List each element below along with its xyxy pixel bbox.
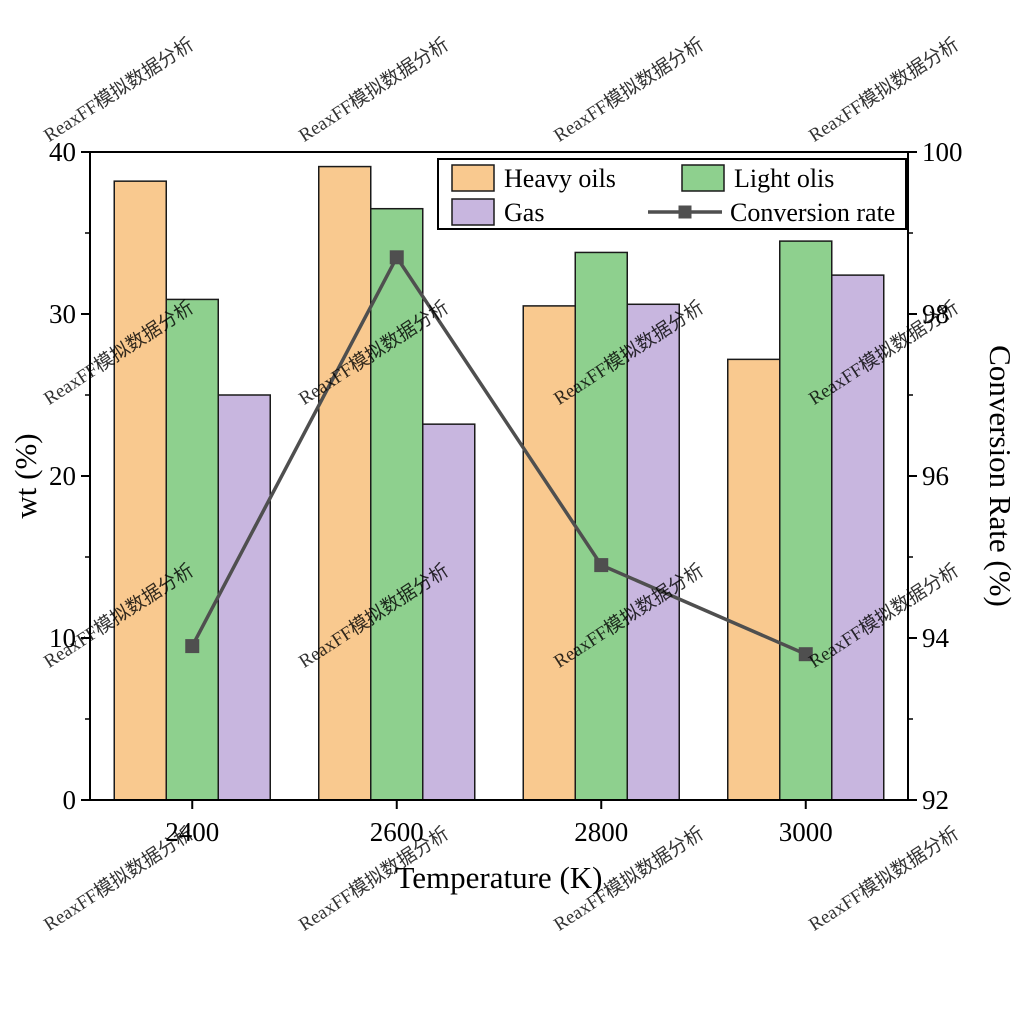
bar-gas-2800 bbox=[626, 303, 680, 801]
y-left-tick-label: 40 bbox=[49, 137, 76, 167]
y-right-tick-label: 92 bbox=[922, 785, 949, 815]
legend-label-gas: Gas bbox=[504, 198, 544, 227]
legend-marker-conversion-rate bbox=[678, 205, 692, 219]
bar-light-olis-2800 bbox=[574, 251, 628, 801]
marker-conversion-rate-2800 bbox=[594, 558, 609, 573]
x-tick-label: 2800 bbox=[574, 817, 628, 847]
bar-gas-2600 bbox=[422, 423, 476, 801]
legend-swatch-heavy-oils bbox=[451, 164, 495, 192]
bar-gas-2400 bbox=[217, 394, 271, 801]
marker-conversion-rate-3000 bbox=[798, 647, 813, 662]
marker-conversion-rate-2400 bbox=[185, 639, 200, 654]
y-left-tick-label: 30 bbox=[49, 299, 76, 329]
line-conversion-rate bbox=[190, 253, 807, 656]
y-right-tick-label: 94 bbox=[922, 623, 950, 653]
y-right-tick-label: 98 bbox=[922, 299, 949, 329]
bar-light-olis-2400 bbox=[165, 298, 219, 801]
legend-box bbox=[437, 158, 907, 230]
bar-heavy-oils-2800 bbox=[522, 305, 576, 801]
bar-heavy-oils-2400 bbox=[113, 180, 167, 801]
legend-swatch-light-olis bbox=[681, 164, 725, 192]
y-left-tick-label: 10 bbox=[49, 623, 76, 653]
legend-label-conversion-rate: Conversion rate bbox=[730, 198, 895, 227]
bar-gas-3000 bbox=[831, 274, 885, 801]
y-left-tick-label: 20 bbox=[49, 461, 76, 491]
marker-conversion-rate-2600 bbox=[389, 250, 404, 265]
y-right-tick-label: 96 bbox=[922, 461, 949, 491]
bar-heavy-oils-2600 bbox=[318, 165, 372, 801]
x-tick-label: 3000 bbox=[779, 817, 833, 847]
x-tick-label: 2400 bbox=[165, 817, 219, 847]
y-axis-left-label: wt (%) bbox=[8, 433, 43, 518]
x-axis-label: Temperature (K) bbox=[396, 860, 603, 895]
y-axis-right-label: Conversion Rate (%) bbox=[983, 345, 1018, 607]
bar-heavy-oils-3000 bbox=[727, 358, 781, 801]
legend-swatch-gas bbox=[451, 198, 495, 226]
y-right-tick-label: 100 bbox=[922, 137, 963, 167]
legend-label-heavy-oils: Heavy oils bbox=[504, 164, 616, 193]
bar-light-olis-2600 bbox=[370, 207, 424, 801]
bar-light-olis-3000 bbox=[779, 240, 833, 801]
x-tick-label: 2600 bbox=[370, 817, 424, 847]
y-left-tick-label: 0 bbox=[63, 785, 77, 815]
legend-label-light-olis: Light olis bbox=[734, 164, 834, 193]
